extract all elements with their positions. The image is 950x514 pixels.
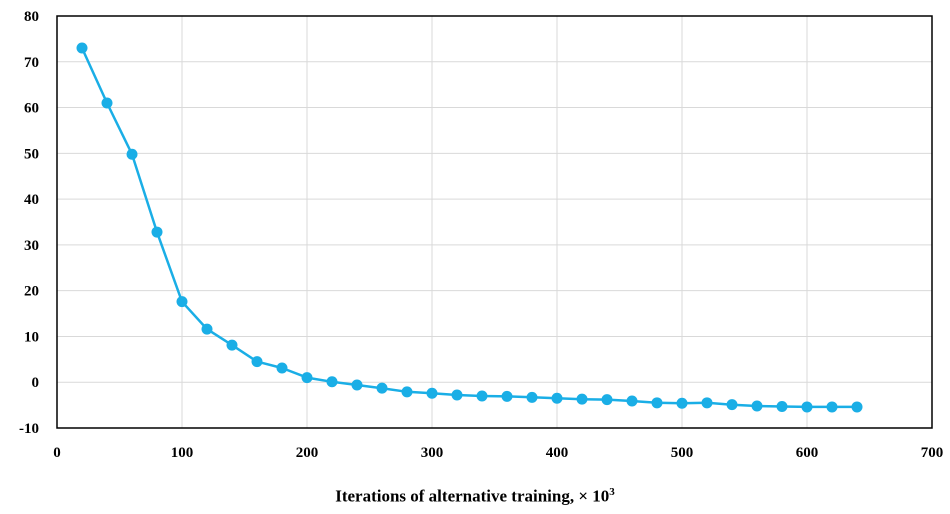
x-axis-label-superscript: 3: [609, 486, 615, 498]
data-point: [301, 372, 313, 384]
data-point: [201, 323, 213, 335]
y-tick-label: 80: [24, 9, 39, 25]
data-point: [476, 390, 488, 402]
y-tick-label: -10: [19, 421, 39, 437]
data-point: [401, 386, 413, 398]
y-tick-label: 0: [32, 375, 40, 391]
y-tick-label: 50: [24, 146, 39, 162]
data-point: [276, 362, 288, 374]
data-point: [101, 97, 113, 109]
x-tick-label: 400: [546, 445, 569, 461]
x-tick-label: 0: [53, 445, 61, 461]
data-point: [701, 397, 713, 409]
y-tick-label: 10: [24, 329, 39, 345]
series-layer: [76, 42, 863, 413]
y-tick-label: 30: [24, 238, 39, 254]
data-point: [826, 401, 838, 413]
data-point: [76, 42, 88, 54]
data-point: [326, 376, 338, 388]
x-axis-label: Iterations of alternative training, × 10…: [0, 486, 950, 507]
data-point: [176, 296, 188, 308]
data-point: [626, 395, 638, 407]
plot-area-border: [56, 15, 933, 429]
y-tick-label: 40: [24, 192, 39, 208]
data-point: [601, 394, 613, 406]
data-point: [651, 397, 663, 409]
data-point: [751, 400, 763, 412]
data-point: [776, 400, 788, 412]
x-axis-label-text: Iterations of alternative training, × 10: [335, 486, 610, 506]
x-tick-label: 700: [921, 445, 944, 461]
data-point: [376, 382, 388, 394]
data-point: [251, 356, 263, 368]
tick-labels: -10 0 10 20 30 40 50 60 70 80 0 100 200 300 400 500 600 7…: [19, 9, 943, 461]
data-point: [226, 339, 238, 351]
data-point: [851, 401, 863, 413]
y-tick-label: 70: [24, 55, 39, 71]
data-point: [551, 392, 563, 404]
y-tick-label: 60: [24, 101, 39, 117]
x-tick-label: 300: [421, 445, 444, 461]
data-point: [351, 379, 363, 391]
x-tick-label: 100: [171, 445, 194, 461]
data-point: [576, 393, 588, 405]
y-tick-label: 20: [24, 284, 39, 300]
grid-lines: [56, 15, 933, 429]
data-point: [426, 387, 438, 399]
data-point: [801, 401, 813, 413]
x-tick-label: 600: [796, 445, 819, 461]
x-tick-label: 500: [671, 445, 694, 461]
data-point: [451, 389, 463, 401]
series-line: [80, 47, 857, 409]
x-tick-label: 200: [296, 445, 319, 461]
data-point: [151, 226, 163, 238]
data-point: [126, 148, 138, 160]
data-point: [526, 391, 538, 403]
data-point: [726, 399, 738, 411]
data-point: [501, 390, 513, 402]
data-point: [676, 397, 688, 409]
